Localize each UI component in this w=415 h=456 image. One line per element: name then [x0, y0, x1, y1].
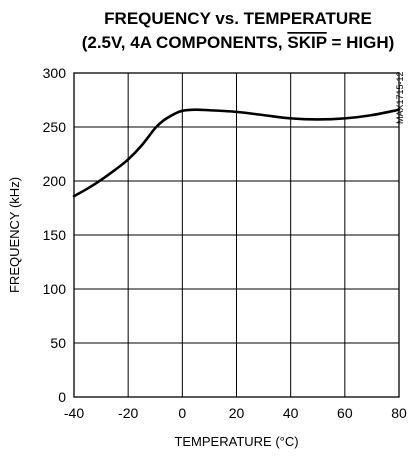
grid	[73, 72, 400, 398]
x-tick-label: 20	[229, 405, 245, 421]
y-tick-label: 300	[43, 65, 67, 81]
chart-title-line-1: FREQUENCY vs. TEMPERATURE	[104, 9, 372, 28]
x-tick-label: 80	[391, 405, 407, 421]
y-tick-label: 100	[43, 281, 67, 297]
x-tick-label: 40	[283, 405, 299, 421]
y-tick-label: 150	[43, 227, 67, 243]
y-tick-label: 0	[58, 389, 66, 405]
title-2-suffix: = HIGH)	[327, 33, 395, 52]
series-layer	[72, 108, 401, 198]
series-line	[72, 108, 401, 198]
x-tick-label: 0	[178, 405, 186, 421]
title-2-prefix: (2.5V, 4A COMPONENTS,	[82, 33, 288, 52]
x-tick-label: -20	[118, 405, 138, 421]
plot-frame	[73, 72, 400, 398]
y-tick-label: 50	[50, 335, 66, 351]
x-tick-labels: -40 -20 0 20 40 60 80	[64, 405, 407, 421]
chart-title-line-2: (2.5V, 4A COMPONENTS, SKIP = HIGH)	[82, 33, 395, 52]
x-tick-label: -40	[64, 405, 84, 421]
title-2-overlined: SKIP	[287, 33, 326, 52]
figure-code: MAX1715-12	[395, 71, 405, 124]
x-tick-label: 60	[337, 405, 353, 421]
y-axis-title: FREQUENCY (kHz)	[7, 177, 22, 293]
y-tick-labels: 0 50 100 150 200 250 300	[43, 65, 67, 405]
x-axis-title: TEMPERATURE (°C)	[174, 434, 298, 449]
y-tick-label: 200	[43, 173, 67, 189]
y-tick-label: 250	[43, 119, 67, 135]
